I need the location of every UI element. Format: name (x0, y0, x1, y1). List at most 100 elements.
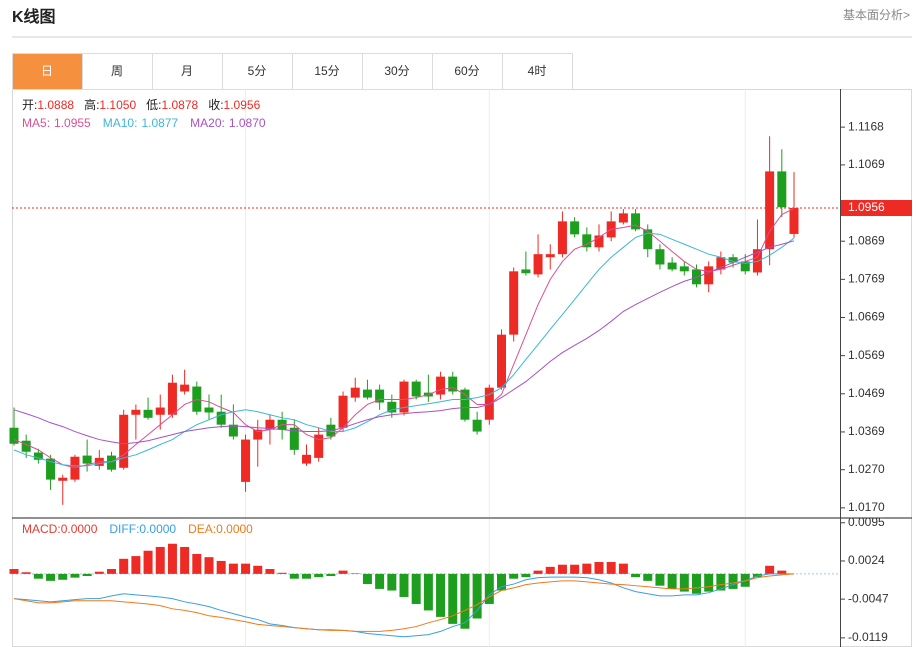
fundamentals-link[interactable]: 基本面分析> (843, 8, 910, 22)
legend-value: 1.0870 (229, 116, 266, 130)
macd-bar (94, 571, 104, 574)
macd-bar (655, 573, 665, 586)
candle-body (58, 477, 68, 481)
macd-bar (728, 573, 738, 589)
macd-bar (460, 573, 470, 629)
candle-body (618, 213, 628, 223)
tab[interactable] (432, 53, 503, 90)
candle-body (350, 387, 360, 398)
tab[interactable] (292, 53, 363, 90)
macd-bar (557, 564, 567, 574)
tab-label[interactable]: 60分 (454, 64, 479, 78)
macd-bar (107, 569, 116, 574)
macd-bar (167, 543, 177, 574)
macd-bar (216, 560, 226, 574)
candle-body (265, 419, 275, 430)
macd-bar (448, 573, 458, 624)
macd-bar (362, 573, 372, 585)
candle-body (119, 414, 129, 468)
candle-body (655, 249, 665, 265)
last-price-label: 1.0956 (848, 200, 885, 214)
candle-body (704, 266, 714, 285)
tab[interactable] (362, 53, 433, 90)
candle-body (667, 262, 677, 270)
candle-body (679, 266, 689, 272)
macd-bar (704, 573, 714, 592)
macd-bar (484, 573, 494, 604)
legend-separator: : (134, 116, 137, 130)
y-tick-label: 1.0270 (848, 462, 885, 476)
macd-bar (411, 573, 421, 604)
candle-body (302, 454, 311, 464)
candle-body (216, 411, 226, 425)
candle-body (131, 409, 141, 415)
candle-body (241, 439, 251, 482)
quote-value: 1.0888 (37, 98, 74, 112)
legend-separator: : (222, 116, 225, 130)
candle-body (484, 387, 494, 420)
tab-label[interactable]: 日 (41, 64, 53, 78)
candle-body (375, 389, 385, 403)
tab-label[interactable]: 周 (111, 64, 123, 78)
tab[interactable] (502, 53, 573, 90)
tab-label[interactable]: 15分 (314, 64, 339, 78)
quote-label: 收 (208, 98, 220, 112)
candle-body (521, 269, 531, 274)
candle-body (180, 384, 190, 392)
macd-bar (631, 573, 641, 578)
quote-label: 开 (22, 98, 34, 112)
macd-bar (119, 558, 129, 574)
tab-label[interactable]: 4时 (528, 64, 547, 78)
macd-bar (82, 573, 92, 577)
macd-bar (533, 570, 543, 574)
macd-bar (497, 573, 506, 591)
candle-body (765, 171, 775, 250)
legend-value: 0.0000 (216, 522, 253, 536)
legend-name: DIFF (109, 522, 136, 536)
candle-body (728, 257, 738, 263)
legend-value: 0.0000 (61, 522, 98, 536)
candle-body (752, 249, 762, 273)
tab[interactable] (222, 53, 293, 90)
y-tick-label: 1.0569 (848, 348, 885, 362)
macd-bar (521, 573, 531, 578)
candle-body (9, 427, 19, 444)
macd-bar (289, 573, 299, 579)
y-tick-label: 0.0024 (848, 553, 885, 567)
y-tick-label: 1.0469 (848, 386, 885, 400)
tab[interactable] (82, 53, 153, 90)
macd-bar (582, 563, 592, 574)
macd-bar (436, 573, 446, 617)
macd-bar (509, 573, 519, 579)
candle-body (143, 409, 153, 418)
candle-body (362, 389, 372, 398)
tab-label[interactable]: 5分 (248, 64, 267, 78)
last-price-tag (841, 200, 912, 217)
legend-value: 1.0877 (141, 116, 178, 130)
macd-bar (302, 573, 311, 579)
y-tick-label: 1.0170 (848, 500, 885, 514)
macd-bar (241, 563, 251, 574)
tab-label[interactable]: 30分 (384, 64, 409, 78)
macd-bar (752, 573, 762, 578)
macd-bar (143, 550, 153, 574)
line-dea (13, 573, 795, 632)
legend-separator: : (47, 116, 50, 130)
candle-body (777, 171, 787, 208)
macd-bar (765, 565, 775, 574)
candle-body (472, 419, 482, 432)
candle-body (448, 376, 458, 392)
candle-body (253, 429, 263, 440)
macd-bar (570, 564, 580, 574)
macd-bar (253, 565, 263, 574)
macd-bar (594, 562, 604, 574)
y-tick-label: -0.0047 (848, 591, 889, 605)
macd-bar (423, 573, 433, 611)
macd-bar (21, 572, 31, 574)
tab-label[interactable]: 月 (181, 64, 193, 78)
tab[interactable] (12, 53, 83, 90)
legend-name: MA20 (190, 116, 222, 130)
line-ma5 (13, 207, 795, 469)
